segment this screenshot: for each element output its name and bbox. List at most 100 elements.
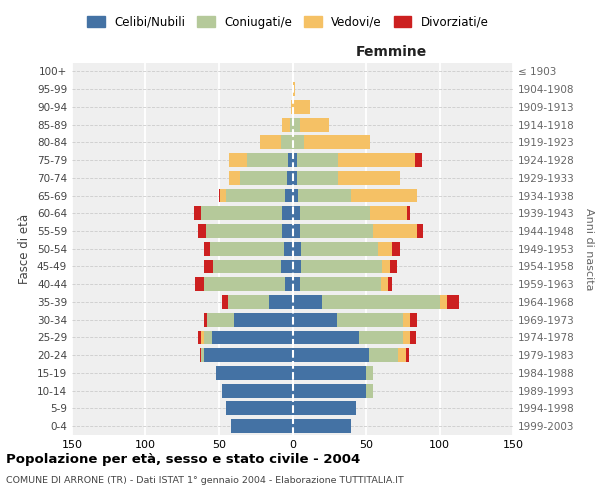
- Bar: [196, 278, 204, 291]
- Bar: [204, 260, 213, 274]
- Bar: [389, 260, 397, 274]
- Bar: [300, 118, 329, 132]
- Bar: [287, 171, 293, 184]
- Bar: [222, 295, 228, 309]
- Bar: [293, 224, 300, 238]
- Bar: [300, 206, 370, 220]
- Bar: [407, 206, 410, 220]
- Bar: [338, 153, 415, 167]
- Bar: [447, 295, 458, 309]
- Bar: [293, 188, 298, 202]
- Text: Popolazione per età, sesso e stato civile - 2004: Popolazione per età, sesso e stato civil…: [6, 452, 360, 466]
- Bar: [388, 278, 392, 291]
- Bar: [293, 260, 301, 274]
- Bar: [369, 348, 398, 362]
- Bar: [293, 100, 310, 114]
- Bar: [293, 384, 366, 398]
- Bar: [260, 136, 281, 149]
- Bar: [288, 153, 293, 167]
- Bar: [403, 330, 410, 344]
- Bar: [229, 171, 239, 184]
- Bar: [199, 224, 206, 238]
- Bar: [281, 260, 293, 274]
- Bar: [226, 402, 293, 415]
- Bar: [281, 136, 293, 149]
- Bar: [216, 366, 293, 380]
- Bar: [406, 348, 409, 362]
- Bar: [293, 330, 359, 344]
- Bar: [293, 118, 300, 132]
- Bar: [370, 206, 407, 220]
- Bar: [352, 188, 418, 202]
- Bar: [204, 242, 210, 256]
- Bar: [293, 82, 295, 96]
- Bar: [219, 188, 220, 202]
- Bar: [285, 188, 293, 202]
- Bar: [298, 188, 352, 202]
- Bar: [226, 188, 285, 202]
- Legend: Celibi/Nubili, Coniugati/e, Vedovi/e, Divorziati/e: Celibi/Nubili, Coniugati/e, Vedovi/e, Di…: [83, 11, 493, 34]
- Bar: [202, 206, 282, 220]
- Bar: [293, 295, 322, 309]
- Bar: [212, 330, 293, 344]
- Bar: [247, 153, 288, 167]
- Bar: [293, 402, 356, 415]
- Bar: [210, 242, 284, 256]
- Bar: [415, 153, 422, 167]
- Bar: [285, 278, 293, 291]
- Bar: [202, 330, 204, 344]
- Bar: [269, 295, 293, 309]
- Bar: [200, 348, 202, 362]
- Bar: [293, 153, 297, 167]
- Bar: [282, 224, 293, 238]
- Text: Femmine: Femmine: [356, 45, 427, 59]
- Bar: [290, 118, 293, 132]
- Bar: [300, 278, 381, 291]
- Bar: [293, 313, 337, 326]
- Bar: [301, 242, 378, 256]
- Bar: [381, 278, 388, 291]
- Bar: [322, 295, 439, 309]
- Bar: [382, 260, 389, 274]
- Bar: [231, 419, 293, 433]
- Bar: [366, 384, 373, 398]
- Bar: [222, 384, 293, 398]
- Bar: [229, 153, 247, 167]
- Bar: [239, 171, 287, 184]
- Bar: [199, 330, 202, 344]
- Y-axis label: Fasce di età: Fasce di età: [19, 214, 31, 284]
- Bar: [220, 188, 226, 202]
- Bar: [378, 242, 392, 256]
- Bar: [304, 136, 370, 149]
- Bar: [293, 206, 300, 220]
- Bar: [194, 206, 202, 220]
- Bar: [293, 278, 300, 291]
- Bar: [207, 313, 234, 326]
- Bar: [234, 313, 293, 326]
- Bar: [410, 330, 416, 344]
- Bar: [204, 278, 285, 291]
- Y-axis label: Anni di nascita: Anni di nascita: [584, 208, 594, 290]
- Bar: [293, 171, 297, 184]
- Bar: [293, 242, 301, 256]
- Bar: [293, 419, 352, 433]
- Bar: [282, 206, 293, 220]
- Bar: [418, 224, 424, 238]
- Bar: [359, 330, 403, 344]
- Text: COMUNE DI ARRONE (TR) - Dati ISTAT 1° gennaio 2004 - Elaborazione TUTTITALIA.IT: COMUNE DI ARRONE (TR) - Dati ISTAT 1° ge…: [6, 476, 404, 485]
- Bar: [297, 171, 338, 184]
- Bar: [284, 242, 293, 256]
- Bar: [338, 171, 400, 184]
- Bar: [366, 366, 373, 380]
- Bar: [293, 136, 304, 149]
- Bar: [293, 348, 369, 362]
- Bar: [403, 313, 410, 326]
- Bar: [204, 313, 207, 326]
- Bar: [206, 224, 282, 238]
- Bar: [439, 295, 447, 309]
- Bar: [373, 224, 418, 238]
- Bar: [282, 118, 290, 132]
- Bar: [202, 348, 204, 362]
- Bar: [410, 313, 418, 326]
- Bar: [204, 330, 212, 344]
